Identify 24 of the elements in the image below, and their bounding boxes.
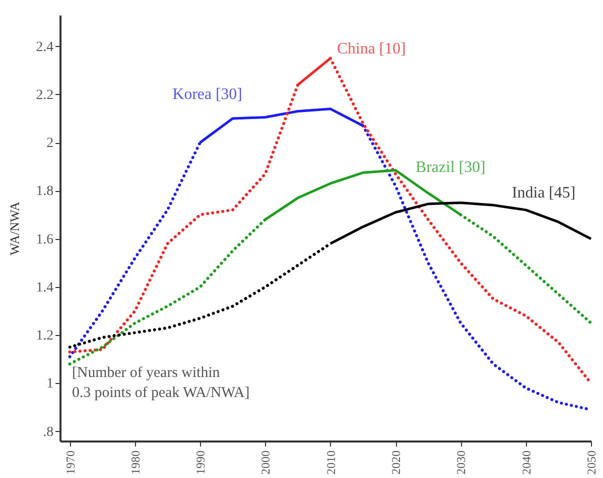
x-tick-label: 1990 [194,450,208,474]
x-tick-label: 2040 [519,450,534,474]
y-tick-label: 1.8 [36,184,54,200]
annotation: [Number of years within 0.3 points of peak WA/NWA] [72,365,250,401]
series-label: China [10] [336,40,406,58]
series-label: Brazil [30] [416,159,486,176]
x-tick-label: 1970 [63,450,78,474]
x-tick-label: 2000 [258,450,273,474]
y-tick-label: 1.4 [36,280,54,296]
x-tick-label: 2010 [324,450,338,474]
y-tick-label: 2 [46,136,54,152]
y-tick-label: 2.4 [36,40,54,55]
y-tick-label: 2.2 [36,88,54,103]
y-tick-label: 1.2 [36,328,54,344]
series-label: Korea [30] [172,86,242,103]
series-label: India [45] [512,184,576,202]
x-tick-label: 2020 [389,450,404,474]
x-tick-label: 2030 [454,450,468,474]
x-tick-label: 1980 [128,450,142,474]
x-tick-label: 2050 [584,450,598,474]
y-tick-label: 1 [46,376,54,392]
y-axis-title: WA/NWA [7,201,22,256]
y-tick-label: .8 [43,424,54,440]
y-tick-label: 1.6 [36,232,54,248]
